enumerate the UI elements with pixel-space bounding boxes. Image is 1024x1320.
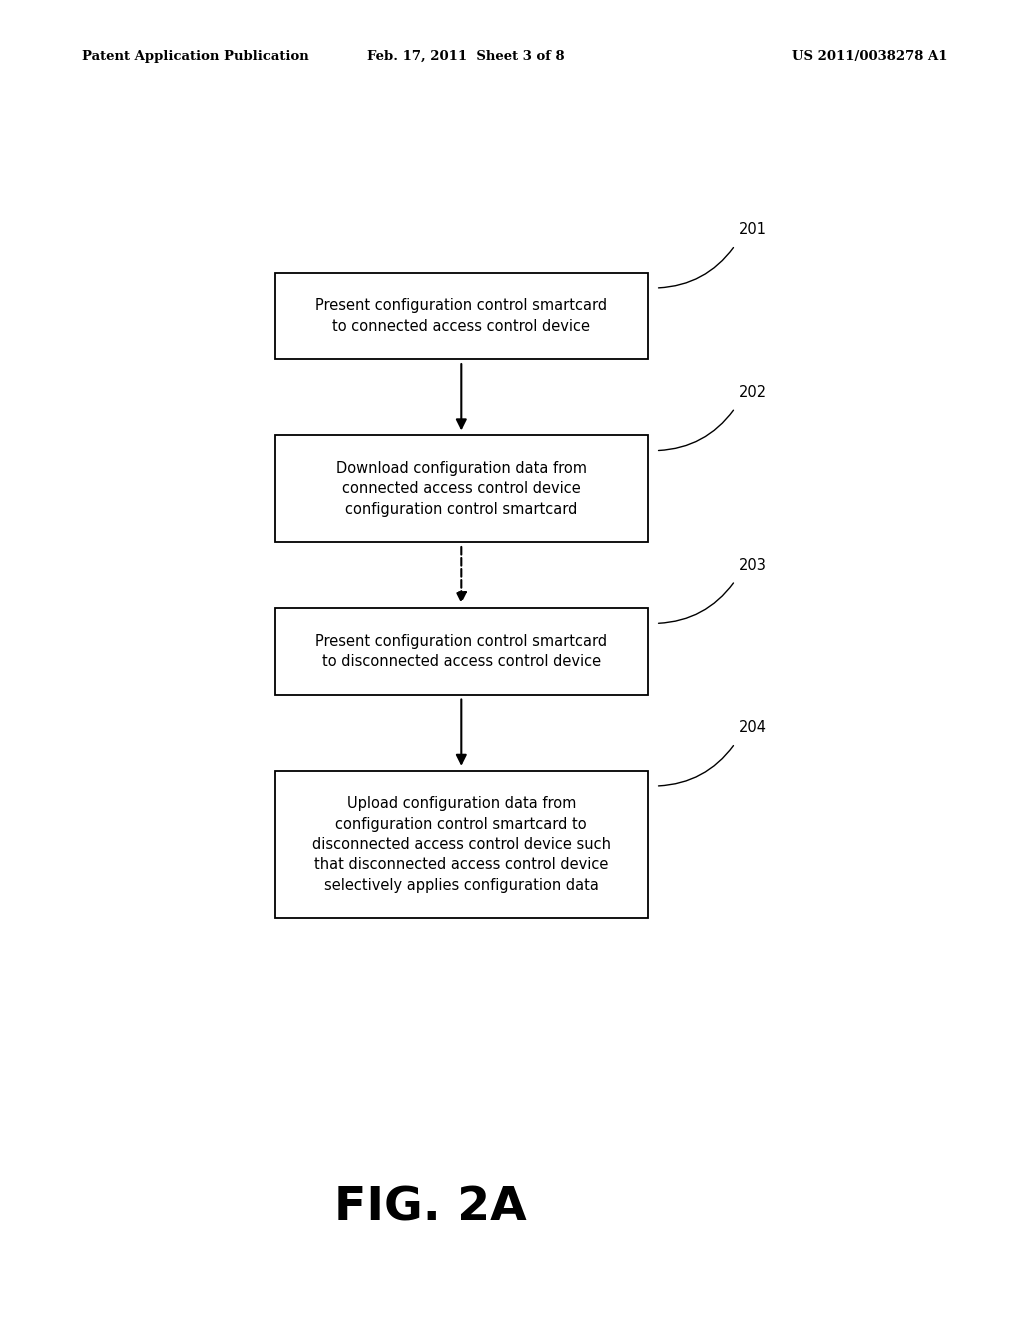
Text: 204: 204 bbox=[739, 721, 767, 735]
Bar bbox=[274, 609, 648, 694]
Text: 201: 201 bbox=[739, 222, 767, 238]
Text: Patent Application Publication: Patent Application Publication bbox=[82, 50, 308, 63]
Text: Upload configuration data from
configuration control smartcard to
disconnected a: Upload configuration data from configura… bbox=[312, 796, 610, 892]
Text: US 2011/0038278 A1: US 2011/0038278 A1 bbox=[792, 50, 947, 63]
Text: FIG. 2A: FIG. 2A bbox=[334, 1185, 526, 1230]
Bar bbox=[274, 436, 648, 543]
Text: Feb. 17, 2011  Sheet 3 of 8: Feb. 17, 2011 Sheet 3 of 8 bbox=[368, 50, 564, 63]
Bar bbox=[274, 771, 648, 919]
Text: Present configuration control smartcard
to connected access control device: Present configuration control smartcard … bbox=[315, 298, 607, 334]
Text: Download configuration data from
connected access control device
configuration c: Download configuration data from connect… bbox=[336, 461, 587, 516]
Bar bbox=[274, 273, 648, 359]
Text: Present configuration control smartcard
to disconnected access control device: Present configuration control smartcard … bbox=[315, 634, 607, 669]
Text: 202: 202 bbox=[739, 385, 767, 400]
Text: 203: 203 bbox=[739, 557, 767, 573]
